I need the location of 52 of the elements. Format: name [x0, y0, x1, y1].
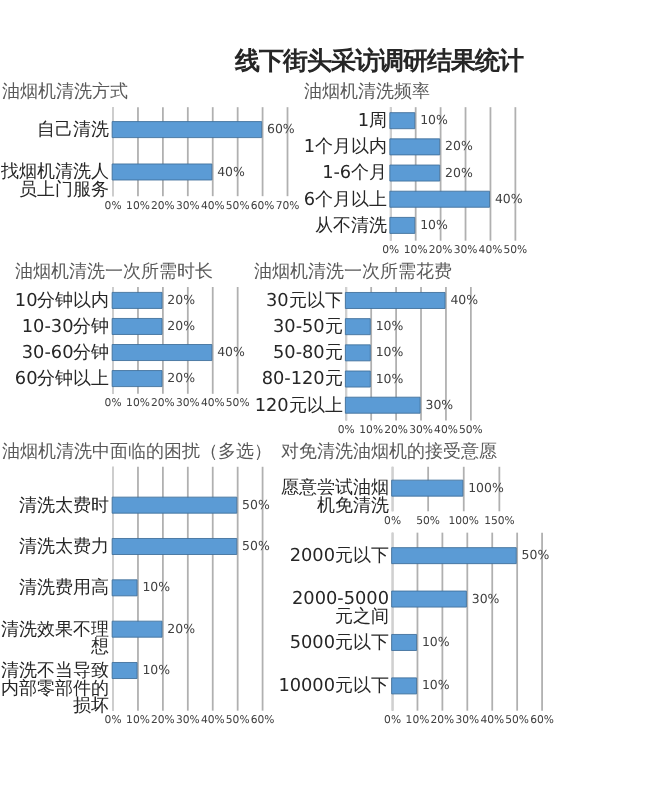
y-tick-label: 愿意尝试油烟机免清洗 — [280, 477, 389, 518]
bar — [111, 496, 238, 514]
text: 线下街头采访调研结果统计 — [233, 44, 524, 75]
bar — [344, 370, 371, 388]
bar — [344, 344, 371, 362]
y-tick-label: 找烟机清洗人员上门服务 — [0, 161, 110, 202]
y-tick-label: 30元以下 — [266, 289, 343, 312]
y-tick-label: 1-6个月 — [322, 162, 388, 185]
bar — [391, 634, 418, 651]
y-tick-label: 清洗效果不理想 — [1, 618, 110, 659]
y-tick-label: 清洗不当导致内部零部件的损坏 — [1, 659, 110, 718]
bar — [391, 590, 467, 608]
bar — [111, 579, 138, 597]
y-tick-label: 30-50元 — [273, 316, 343, 339]
y-tick-label: 10000元以下 — [278, 675, 389, 698]
y-tick-label: 自己清洗 — [37, 118, 110, 141]
y-tick-label: 10-30分钟 — [21, 315, 110, 338]
y-tick-label: 2000元以下 — [289, 544, 389, 567]
chart-title: 油烟机清洗一次所需时长 — [14, 261, 213, 284]
y-tick-label: 1个月以内 — [303, 136, 388, 159]
y-tick-label: 60分钟以上 — [14, 367, 110, 390]
y-tick-label: 80-120元 — [261, 368, 343, 391]
bar — [344, 396, 421, 414]
y-tick-label: 6个月以上 — [303, 188, 388, 211]
bar — [389, 138, 441, 156]
y-tick-label: 5000元以下 — [289, 631, 389, 654]
y-tick-label: 清洗费用高 — [19, 577, 110, 600]
y-tick-label: 从不清洗 — [315, 214, 388, 237]
bar — [389, 164, 441, 182]
y-tick-label: 50-80元 — [273, 342, 343, 365]
y-tick-label: 10分钟以内 — [14, 289, 110, 312]
chart-title: 油烟机清洗方式 — [1, 81, 128, 104]
bar — [391, 677, 418, 695]
bar — [344, 318, 371, 336]
chart-title: 油烟机清洗频率 — [303, 81, 430, 104]
bar — [111, 620, 163, 638]
bar — [389, 216, 416, 234]
y-tick-label: 清洗太费力 — [19, 535, 110, 558]
y-tick-label: 120元以上 — [254, 394, 343, 417]
bar — [111, 662, 138, 679]
bar — [391, 547, 517, 565]
y-tick-label: 清洗太费时 — [19, 494, 110, 517]
bar — [344, 292, 446, 309]
chart-title: 油烟机清洗一次所需花费 — [254, 261, 453, 284]
bar — [111, 538, 238, 555]
y-tick-label: 2000-5000元之间 — [292, 590, 390, 629]
bar — [389, 112, 416, 130]
chart-title: 对免清洗油烟机的接受意愿 — [281, 440, 498, 463]
bar — [389, 190, 491, 208]
chart-title: 油烟机清洗中面临的困扰（多选） — [1, 440, 272, 463]
y-tick-label: 30-60分钟 — [21, 341, 110, 364]
y-tick-label: 1周 — [357, 110, 388, 133]
